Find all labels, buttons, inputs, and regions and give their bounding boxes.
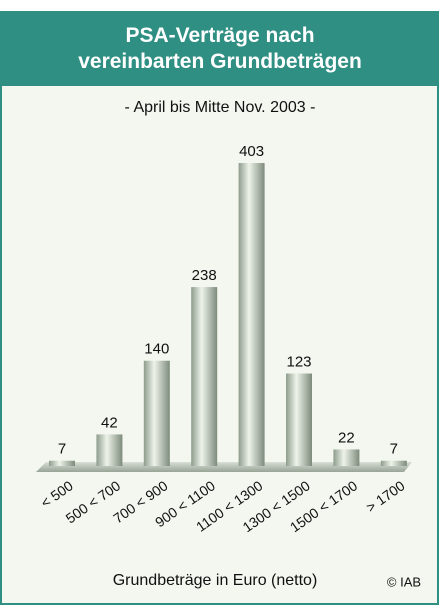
bar-body xyxy=(49,460,75,466)
bar xyxy=(286,373,312,466)
value-label: 403 xyxy=(239,143,264,160)
value-label: 123 xyxy=(286,353,311,370)
bar-body xyxy=(143,360,170,466)
value-label: 140 xyxy=(144,341,169,358)
bar xyxy=(380,460,407,466)
bar-body xyxy=(286,373,312,466)
bar-body xyxy=(333,449,360,466)
value-label: 238 xyxy=(192,267,217,284)
bar xyxy=(96,434,123,466)
chart-title: PSA-Verträge nach vereinbarten Grundbeträ… xyxy=(78,24,362,73)
frame xyxy=(0,11,439,605)
bar-body xyxy=(380,460,407,466)
value-label: 22 xyxy=(338,429,355,446)
bar-body xyxy=(191,287,218,466)
title-line: PSA-Verträge nach xyxy=(125,24,314,47)
value-label: 42 xyxy=(101,414,118,431)
bar xyxy=(333,449,360,466)
chart-subtitle: - April bis Mitte Nov. 2003 - xyxy=(125,99,316,116)
bar xyxy=(238,163,265,466)
bar xyxy=(191,287,218,466)
annotation: © IAB xyxy=(387,574,421,589)
title-line: vereinbarten Grundbeträgen xyxy=(78,50,362,73)
value-label: 7 xyxy=(58,441,66,458)
value-label: 7 xyxy=(390,441,398,458)
bar xyxy=(49,460,75,466)
x-axis-label: Grundbeträge in Euro (netto) xyxy=(113,572,318,589)
bar xyxy=(143,360,170,466)
title-box xyxy=(1,12,438,86)
bar-body xyxy=(238,163,265,466)
floor xyxy=(36,462,412,472)
bar-body xyxy=(96,434,123,466)
